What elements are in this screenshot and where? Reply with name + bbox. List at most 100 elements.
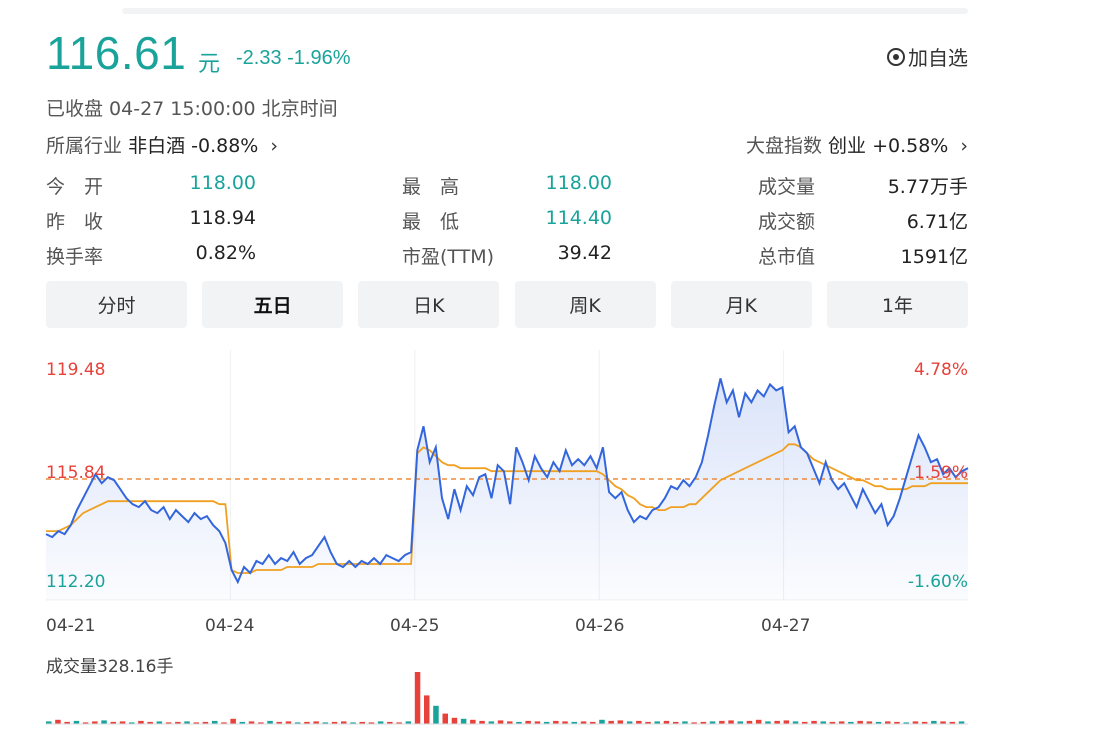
index-change: +0.58% xyxy=(872,135,949,157)
volume-bar xyxy=(267,720,273,724)
volume-bar xyxy=(931,720,937,724)
high-label: 最 高 xyxy=(402,176,460,198)
volume-bar xyxy=(258,722,264,724)
tab-one-year[interactable]: 1年 xyxy=(826,281,968,328)
tab-intraday[interactable]: 分时 xyxy=(46,281,187,328)
volume-bar xyxy=(885,721,891,724)
prev-close-value: 118.94 xyxy=(189,207,256,229)
volume-bar xyxy=(949,721,956,724)
y-axis-right-bottom-label: -1.60% xyxy=(907,572,968,592)
industry-link[interactable]: 所属行业 非白酒 -0.88% › xyxy=(46,131,278,158)
volume-bar xyxy=(894,721,900,724)
volume-label: 成交量 xyxy=(758,176,816,198)
volume-bar xyxy=(774,720,780,724)
volume-bar xyxy=(248,721,255,724)
volume-bar xyxy=(534,721,541,724)
volume-bar xyxy=(709,721,716,724)
market-cap-label: 总市值 xyxy=(758,246,816,268)
volume-title: 成交量328.16手 xyxy=(46,657,174,677)
volume-chart xyxy=(46,672,968,725)
current-price: 116.61 xyxy=(46,27,187,79)
volume-bar xyxy=(636,720,642,724)
volume-bar xyxy=(46,721,52,724)
x-axis-label: 04-21 xyxy=(46,616,96,636)
volume-bar xyxy=(783,720,790,724)
y-axis-top-label: 119.48 xyxy=(46,360,106,380)
volume-bar xyxy=(64,721,70,724)
x-axis-label: 04-26 xyxy=(575,616,625,636)
volume-bar xyxy=(147,721,153,724)
tab-weekly-k[interactable]: 周K xyxy=(514,281,656,328)
stats-row: 昨 收 118.94 最 低 114.40 成交额 6.71亿 xyxy=(46,207,968,242)
tab-daily-k[interactable]: 日K xyxy=(358,281,500,328)
volume-bar xyxy=(903,722,909,724)
volume-bar xyxy=(396,722,402,724)
y-axis-bottom-label: 112.20 xyxy=(46,572,106,592)
volume-bar xyxy=(507,721,513,724)
industry-change: -0.88% xyxy=(191,135,259,157)
volume-bar xyxy=(202,721,209,724)
volume-bar xyxy=(285,721,292,724)
volume-bar xyxy=(230,718,236,724)
turnover-rate-value: 0.82% xyxy=(195,242,256,264)
period-tabs: 分时 五日 日K 周K 月K 1年 xyxy=(46,281,968,328)
volume-bar xyxy=(313,721,319,724)
volume-bar xyxy=(470,719,476,724)
volume-bar xyxy=(590,721,596,724)
volume-bar xyxy=(119,721,126,724)
low-value: 114.40 xyxy=(545,207,612,229)
stats-grid: 今 开 118.00 最 高 118.00 成交量 5.77万手 昨 收 118… xyxy=(46,172,968,277)
volume-value: 5.77万手 xyxy=(887,176,968,198)
volume-bar xyxy=(294,722,301,724)
add-watchlist-button[interactable]: 加自选 xyxy=(887,42,968,71)
volume-bar xyxy=(848,721,854,724)
volume-bar xyxy=(700,721,707,724)
volume-bar xyxy=(110,721,116,724)
index-link[interactable]: 大盘指数 创业 +0.58% › xyxy=(746,131,968,158)
volume-bar xyxy=(580,721,587,724)
volume-bar xyxy=(820,721,826,724)
volume-bar xyxy=(838,721,845,724)
volume-bar xyxy=(765,721,771,724)
turnover-label: 成交额 xyxy=(758,211,816,233)
volume-bar xyxy=(73,720,80,724)
volume-bar xyxy=(433,705,439,724)
volume-bar xyxy=(497,720,504,724)
volume-bar xyxy=(350,722,356,724)
volume-bar xyxy=(746,720,753,724)
volume-bar xyxy=(304,721,310,724)
volume-bar xyxy=(691,722,697,724)
volume-bar xyxy=(654,721,660,724)
volume-bar xyxy=(424,695,430,724)
volume-bar xyxy=(156,721,163,724)
volume-bar xyxy=(811,720,817,724)
volume-bar xyxy=(543,721,550,724)
volume-bar xyxy=(737,721,743,724)
volume-bar xyxy=(940,721,946,724)
y-axis-right-mid-label: 1.59% xyxy=(913,463,968,483)
y-axis-mid-label: 115.84 xyxy=(46,463,106,483)
volume-bar xyxy=(442,713,448,724)
market-cap-value: 1591亿 xyxy=(900,246,968,268)
volume-bar xyxy=(516,721,522,724)
price-unit: 元 xyxy=(198,52,221,77)
volume-bar xyxy=(138,720,144,724)
volume-bar xyxy=(626,721,633,724)
volume-bar xyxy=(866,721,873,724)
tab-monthly-k[interactable]: 月K xyxy=(670,281,812,328)
average-price-line xyxy=(46,443,968,574)
pe-label: 市盈(TTM) xyxy=(402,246,495,268)
volume-bar xyxy=(553,720,559,724)
tab-five-day[interactable]: 五日 xyxy=(202,281,344,328)
volume-bar xyxy=(55,719,61,724)
volume-bar xyxy=(193,722,199,724)
open-label: 今 开 xyxy=(46,176,104,198)
volume-bar xyxy=(488,721,495,724)
x-axis-label: 04-25 xyxy=(390,616,440,636)
five-day-price-chart[interactable] xyxy=(0,340,1108,610)
volume-bar xyxy=(331,721,338,724)
stats-row: 换手率 0.82% 市盈(TTM) 39.42 总市值 1591亿 xyxy=(46,242,968,277)
volume-bar xyxy=(129,722,135,724)
index-name: 创业 xyxy=(828,135,867,157)
volume-bar xyxy=(958,721,965,724)
